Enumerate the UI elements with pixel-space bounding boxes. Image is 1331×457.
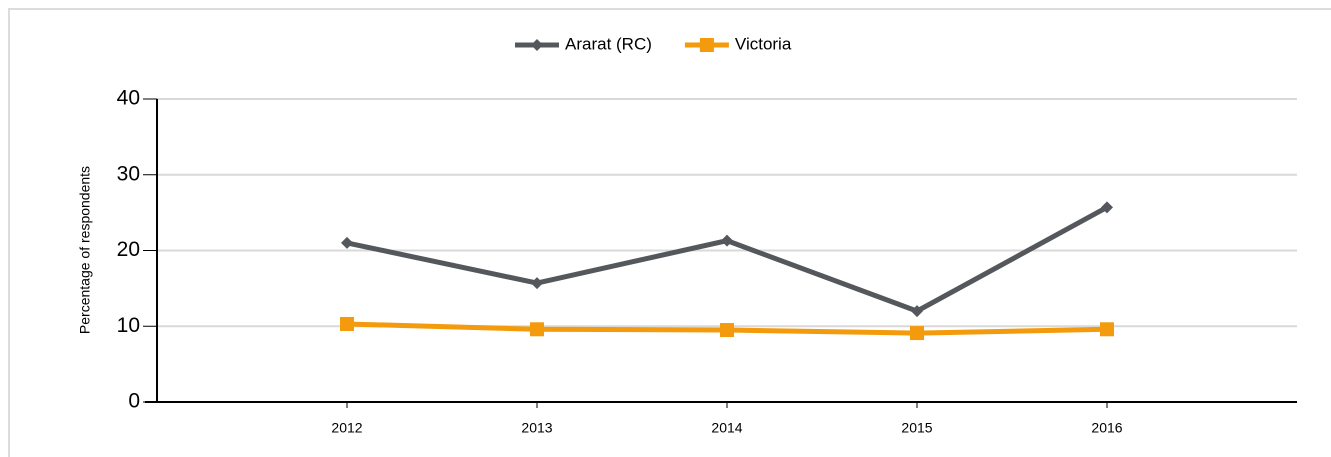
- x-tick-label: 2014: [711, 420, 742, 436]
- point: [910, 326, 924, 341]
- legend-label: Victoria: [735, 34, 792, 53]
- point: [1101, 201, 1113, 214]
- y-axis-label: Percentage of respondents: [77, 166, 93, 334]
- point: [720, 323, 734, 338]
- y-tick-label: 0: [128, 390, 140, 413]
- y-tick-label: 40: [117, 87, 140, 110]
- point: [530, 322, 544, 337]
- y-tick-label: 20: [117, 238, 140, 261]
- y-tick-label: 10: [117, 314, 140, 337]
- x-tick-label: 2013: [521, 420, 552, 436]
- point: [721, 234, 733, 247]
- point: [340, 316, 354, 331]
- legend-label: Ararat (RC): [565, 34, 652, 53]
- legend-marker: [531, 39, 543, 51]
- legend-marker: [699, 38, 714, 52]
- x-tick-label: 2016: [1091, 420, 1122, 436]
- point: [911, 305, 923, 318]
- x-tick-label: 2015: [901, 420, 932, 436]
- series-line: [346, 205, 1109, 314]
- point: [341, 236, 353, 249]
- x-tick-label: 2012: [331, 420, 362, 436]
- point: [531, 277, 543, 290]
- y-tick-label: 30: [117, 162, 140, 185]
- point: [1100, 322, 1114, 337]
